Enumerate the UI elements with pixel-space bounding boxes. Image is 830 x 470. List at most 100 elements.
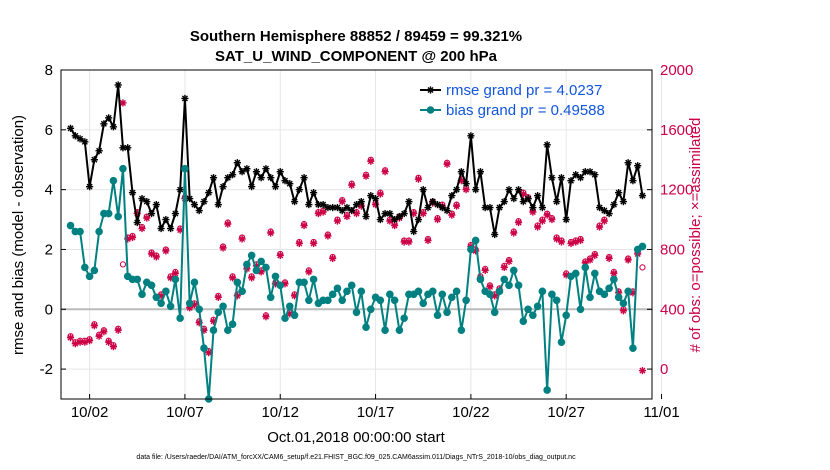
rmse-point [319, 200, 327, 209]
bias-point [347, 281, 356, 290]
bias-point [66, 221, 75, 230]
footer-data-file: data file: /Users/raeder/DAI/ATM_forcXX/… [136, 454, 576, 461]
rmse-point [252, 168, 261, 176]
obs-assimilated-point [419, 209, 427, 218]
bias-point [400, 314, 408, 323]
rmse-point [405, 198, 413, 206]
rmse-point [114, 81, 122, 89]
rmse-point [238, 168, 246, 176]
obs-assimilated-point [586, 256, 594, 264]
rmse-point [429, 198, 437, 206]
rmse-point [200, 198, 208, 206]
bias-point [467, 245, 475, 254]
rmse-point [610, 200, 618, 209]
obs-assimilated-point [119, 99, 127, 107]
rmse-point [638, 192, 647, 200]
obs-assimilated-point [100, 328, 108, 336]
obs-assimilated-point [262, 313, 270, 321]
bias-point [76, 227, 84, 236]
bias-point [285, 302, 294, 311]
bias-point [605, 284, 613, 293]
bias-point [328, 290, 337, 299]
obs-assimilated-point [248, 274, 256, 282]
obs-assimilated-point [267, 229, 275, 237]
obs-assimilated-point [228, 274, 237, 282]
bias-point [162, 287, 170, 296]
chart-title-line2: SAT_U_WIND_COMPONENT @ 200 hPa [215, 48, 498, 65]
rmse-point [495, 203, 504, 212]
x-tick-label: 10/27 [547, 404, 585, 421]
bias-point [305, 296, 313, 305]
obs-assimilated-point [324, 232, 332, 240]
obs-possible-point [639, 264, 646, 271]
rmse-point [562, 215, 570, 224]
rmse-point [448, 192, 456, 200]
bias-point [419, 299, 428, 308]
rmse-point [414, 215, 423, 224]
bias-point [414, 287, 423, 296]
bias-point [243, 260, 251, 269]
legend-rmse-marker [426, 86, 435, 94]
y-left-tick-label: 6 [45, 122, 53, 139]
rmse-point [300, 174, 308, 182]
bias-point [214, 308, 223, 317]
rmse-point [186, 195, 194, 203]
bias-point [157, 299, 165, 308]
y-left-tick-layer: -2 0 2 4 6 8 [40, 62, 66, 378]
x-tick-layer: 10/02 10/07 10/12 10/17 10/22 10/27 11/01 [71, 394, 680, 421]
rmse-point [467, 132, 475, 140]
obs-assimilated-point [624, 256, 632, 264]
obs-assimilated-point [319, 208, 327, 216]
y-left-tick-label: -2 [40, 361, 53, 378]
bias-point [195, 305, 204, 314]
rmse-point [348, 206, 356, 215]
bias-point [457, 326, 466, 335]
rmse-point [567, 177, 575, 185]
rmse-point [167, 224, 175, 233]
rmse-point [124, 144, 132, 152]
rmse-point [276, 168, 284, 176]
obs-assimilated-point [105, 338, 113, 346]
obs-assimilated-point [557, 238, 566, 246]
bias-point [343, 287, 351, 296]
obs-assimilated-point [362, 172, 370, 180]
rmse-point [310, 189, 318, 197]
y-right-tick-label: 800 [660, 241, 685, 258]
rmse-point [386, 209, 394, 218]
bias-point [262, 263, 270, 272]
bias-point [538, 287, 547, 296]
bias-series-layer [66, 164, 647, 403]
rmse-point [534, 192, 542, 200]
rmse-point [90, 156, 98, 164]
bias-point [562, 311, 571, 320]
rmse-point [181, 94, 189, 103]
obs-assimilated-point [109, 343, 118, 351]
bias-point [171, 275, 180, 284]
bias-point [266, 293, 275, 302]
chart-title-line1: Southern Hemisphere 88852 / 89459 = 99.3… [190, 28, 522, 45]
rmse-point [505, 186, 513, 194]
obs-assimilated-point [443, 160, 451, 168]
x-tick-label: 10/12 [261, 404, 299, 421]
rmse-point [190, 200, 199, 209]
obs-assimilated-point [591, 251, 599, 260]
y-axis-left-label: rmse and bias (model - observation) [10, 115, 27, 355]
rmse-point [543, 141, 551, 149]
x-tick-label: 10/07 [166, 404, 204, 421]
y-left-tick-label: 0 [45, 301, 53, 318]
obs-assimilated-point [610, 269, 618, 277]
bias-point [376, 296, 385, 305]
y-left-tick-label: 4 [45, 182, 53, 199]
bias-point [486, 290, 494, 299]
bias-point [233, 278, 242, 287]
bias-point [133, 275, 142, 284]
bias-point [200, 344, 208, 352]
obs-assimilated-point [95, 332, 103, 340]
obs-assimilated-point [505, 257, 513, 266]
rmse-point [524, 195, 532, 203]
bias-point [524, 305, 532, 314]
bias-point [548, 290, 556, 299]
obs-assimilated-point [538, 217, 546, 225]
rmse-point [367, 192, 375, 200]
